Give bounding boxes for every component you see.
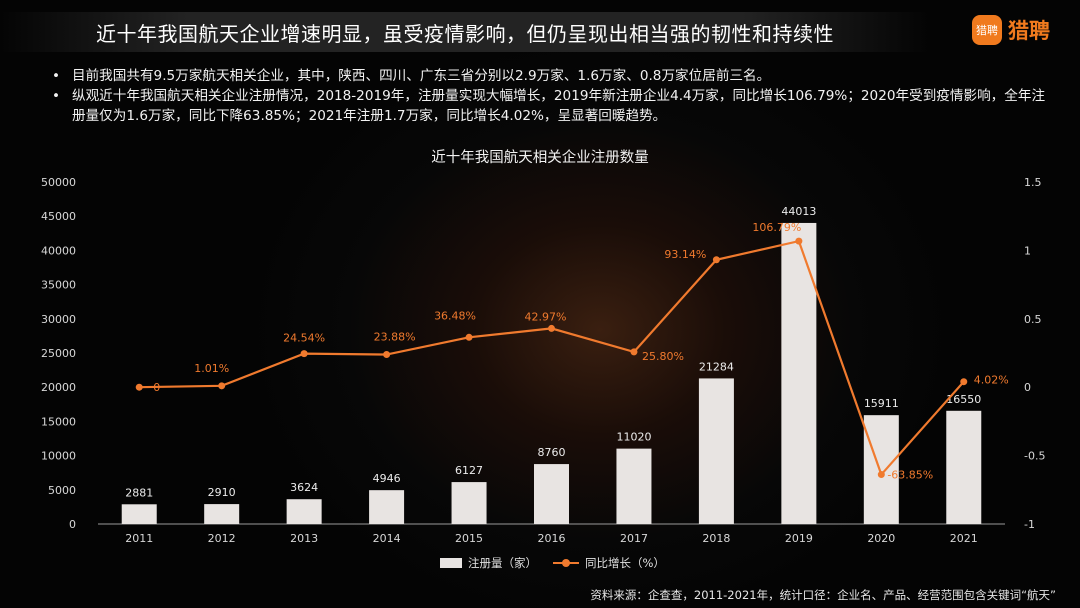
growth-value-label: 25.80% [642,350,684,363]
bar-value-label: 4946 [373,472,401,485]
summary-bullets: 目前我国共有9.5万家航天相关企业，其中，陕西、四川、广东三省分别以2.9万家、… [52,66,1052,126]
legend-bar-swatch [440,558,462,568]
bar [286,499,322,524]
legend-line-label: 同比增长（%） [585,556,665,570]
bullet-item: 目前我国共有9.5万家航天相关企业，其中，陕西、四川、广东三省分别以2.9万家、… [52,66,1052,86]
bar-value-label: 44013 [781,205,816,218]
x-tick-label: 2019 [785,532,813,545]
growth-point [300,350,308,358]
growth-point [548,324,555,332]
x-tick-label: 2016 [538,532,566,545]
x-tick-label: 2021 [950,532,978,545]
y-left-tick-label: 15000 [41,415,76,428]
title-banner [0,12,930,52]
bar [451,482,487,524]
growth-value-label: 106.79% [752,221,801,234]
bar-value-label: 15911 [864,397,899,410]
growth-value-label: -63.85% [887,469,933,482]
y-right-tick-label: 1 [1024,244,1031,257]
bar [121,504,157,524]
y-left-tick-label: 50000 [41,176,76,189]
growth-value-label: 36.48% [434,309,476,322]
legend-bar-label: 注册量（家） [468,556,537,570]
growth-point [135,383,143,391]
growth-value-label: 1.01% [194,362,229,375]
y-left-tick-label: 45000 [41,210,76,223]
x-tick-label: 2017 [620,532,648,545]
x-tick-label: 2013 [290,532,318,545]
growth-point [630,348,638,356]
bar-value-label: 2881 [125,486,153,499]
growth-point [465,333,473,341]
logo-text: 猎聘 [1008,19,1050,43]
y-right-tick-label: 0 [1024,381,1031,394]
bar [369,490,405,524]
legend-line-swatch [553,559,579,567]
bar-value-label: 2910 [208,486,236,499]
y-left-tick-label: 25000 [41,347,76,360]
bar [534,464,569,524]
growth-point [218,382,226,390]
chart-title: 近十年我国航天相关企业注册数量 [431,150,649,166]
y-left-tick-label: 40000 [41,244,76,257]
x-tick-label: 2020 [867,532,895,545]
bar-value-label: 6127 [455,464,483,477]
liepin-logo-icon: 猎聘 [972,15,1002,45]
bar [204,504,240,524]
growth-point [712,256,720,264]
source-note: 资料来源：企查查，2011-2021年，统计口径：企业名、产品、经营范围包含关键… [590,588,1056,602]
y-right-tick-label: 1.5 [1024,176,1042,189]
bullet-item: 纵观近十年我国航天相关企业注册情况，2018-2019年，注册量实现大幅增长，2… [52,86,1052,126]
growth-value-label: 24.54% [283,332,325,345]
y-left-tick-label: 0 [69,518,76,531]
growth-value-label: 0 [153,381,160,394]
chart-legend: 注册量（家） 同比增长（%） [440,555,665,571]
y-right-tick-label: 0.5 [1024,313,1042,326]
x-tick-label: 2012 [208,532,236,545]
y-left-tick-label: 5000 [48,484,76,497]
bar-value-label: 11020 [616,431,651,444]
growth-value-label: 4.02% [974,374,1009,387]
y-left-tick-label: 35000 [41,279,76,292]
x-tick-label: 2018 [702,532,730,545]
x-tick-label: 2015 [455,532,483,545]
growth-point [877,471,885,479]
bar [863,415,899,524]
y-right-tick-label: -0.5 [1024,450,1045,463]
y-left-tick-label: 30000 [41,313,76,326]
bar [946,410,982,524]
growth-point [960,378,968,386]
growth-value-label: 42.97% [525,310,567,323]
page-title: 近十年我国航天企业增速明显，虽受疫情影响，但仍呈现出相当强的韧性和持续性 [96,22,834,46]
growth-point [383,351,391,359]
brand-logo: 猎聘 猎聘 [972,12,1050,48]
bar-value-label: 21284 [699,360,734,373]
y-left-tick-label: 10000 [41,450,76,463]
growth-point [795,237,803,245]
bar-value-label: 8760 [538,446,566,459]
growth-value-label: 93.14% [664,248,706,261]
bar [698,378,734,524]
bar-value-label: 3624 [290,481,318,494]
x-tick-label: 2011 [125,532,153,545]
growth-line [139,239,965,477]
y-right-tick-label: -1 [1024,518,1035,531]
bar-value-label: 16550 [946,393,981,406]
bar [781,222,817,524]
growth-value-label: 23.88% [374,331,416,344]
bar [616,448,652,524]
y-left-tick-label: 20000 [41,381,76,394]
x-tick-label: 2014 [373,532,401,545]
